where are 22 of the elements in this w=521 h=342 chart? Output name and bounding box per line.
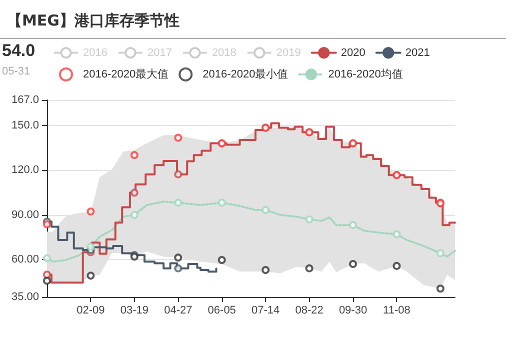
x-tick-label: 09-30 <box>338 304 368 316</box>
x-tick-label: 11-08 <box>383 304 410 316</box>
text: 54.0 <box>2 41 36 60</box>
y-tick-label: 35.00 <box>11 291 39 303</box>
legend-label: 2016-2020最小值 <box>202 67 288 80</box>
y-tick-label: 120.0 <box>11 164 39 176</box>
x-tick-label: 06-05 <box>208 304 236 316</box>
legend-label: 2016-2020最大值 <box>83 67 169 80</box>
legend-label: 2016-2020均值 <box>328 68 403 80</box>
chart-title: 【MEG】港口库存季节性 <box>7 12 180 30</box>
x-tick-label: 02-09 <box>76 304 105 316</box>
y-tick-label: 90.00 <box>11 208 39 221</box>
x-tick-label: 04-27 <box>164 304 192 316</box>
x-tick-label: 07-14 <box>252 304 280 316</box>
y-tick-label: 60.00 <box>11 254 39 266</box>
legend-label: 2020 <box>340 46 366 59</box>
legend-label: 2021 <box>405 46 430 59</box>
x-tick-label: 03-19 <box>120 304 148 316</box>
y-tick-label: 150.0 <box>11 119 39 132</box>
y-tick-label: 167.0 <box>11 94 39 106</box>
x-tick-label: 08-22 <box>295 304 324 316</box>
text: 05-31 <box>2 66 30 78</box>
